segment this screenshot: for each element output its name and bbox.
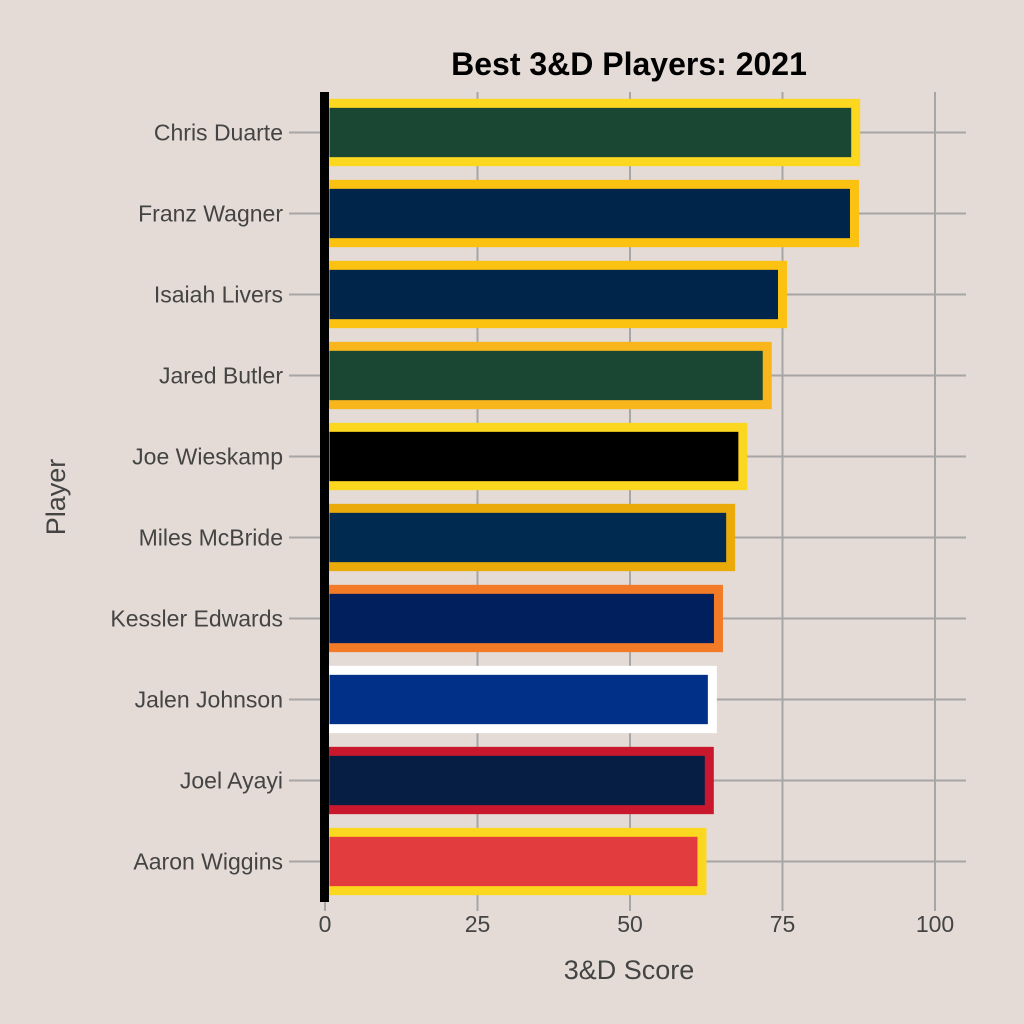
- y-tick-label: Chris Duarte: [154, 120, 283, 146]
- y-tick-label: Joe Wieskamp: [132, 444, 283, 470]
- bars: [320, 98, 861, 896]
- chart-title: Best 3&D Players: 2021: [451, 46, 807, 82]
- y-tick-label: Aaron Wiggins: [133, 849, 283, 875]
- y-tick-labels: Chris Duarte Franz Wagner Isaiah Livers Jar…: [110, 120, 283, 875]
- y-tick-label: Isaiah Livers: [154, 282, 283, 308]
- y-axis-label: Player: [41, 459, 71, 536]
- x-tick-label: 100: [916, 911, 954, 937]
- y-tick-label: Kessler Edwards: [110, 606, 283, 632]
- y-tick-label: Franz Wagner: [138, 201, 283, 227]
- bar-franz-wagner: [320, 179, 859, 248]
- bar-kessler-edwards: [320, 584, 723, 653]
- x-tick-label: 25: [465, 911, 491, 937]
- x-tick-label: 75: [770, 911, 796, 937]
- bar-miles-mcbride: [320, 503, 736, 572]
- y-tick-label: Jalen Johnson: [135, 687, 283, 713]
- x-axis-label: 3&D Score: [564, 955, 695, 985]
- bar-isaiah-livers: [320, 260, 787, 329]
- bar-joel-ayayi: [320, 746, 714, 815]
- y-axis-line: [320, 92, 329, 902]
- x-tick-label: 0: [319, 911, 332, 937]
- bar-joe-wieskamp: [320, 422, 748, 491]
- bar-jalen-johnson: [320, 665, 717, 734]
- x-tick-label: 50: [617, 911, 643, 937]
- x-tick-labels: 0 25 50 75 100: [319, 911, 955, 937]
- y-tick-label: Miles McBride: [139, 525, 283, 551]
- y-tick-label: Jared Butler: [159, 363, 283, 389]
- bar-chris-duarte: [320, 98, 861, 167]
- bar-jared-butler: [320, 341, 772, 410]
- y-tick-label: Joel Ayayi: [180, 768, 283, 794]
- bar-aaron-wiggins: [320, 827, 707, 896]
